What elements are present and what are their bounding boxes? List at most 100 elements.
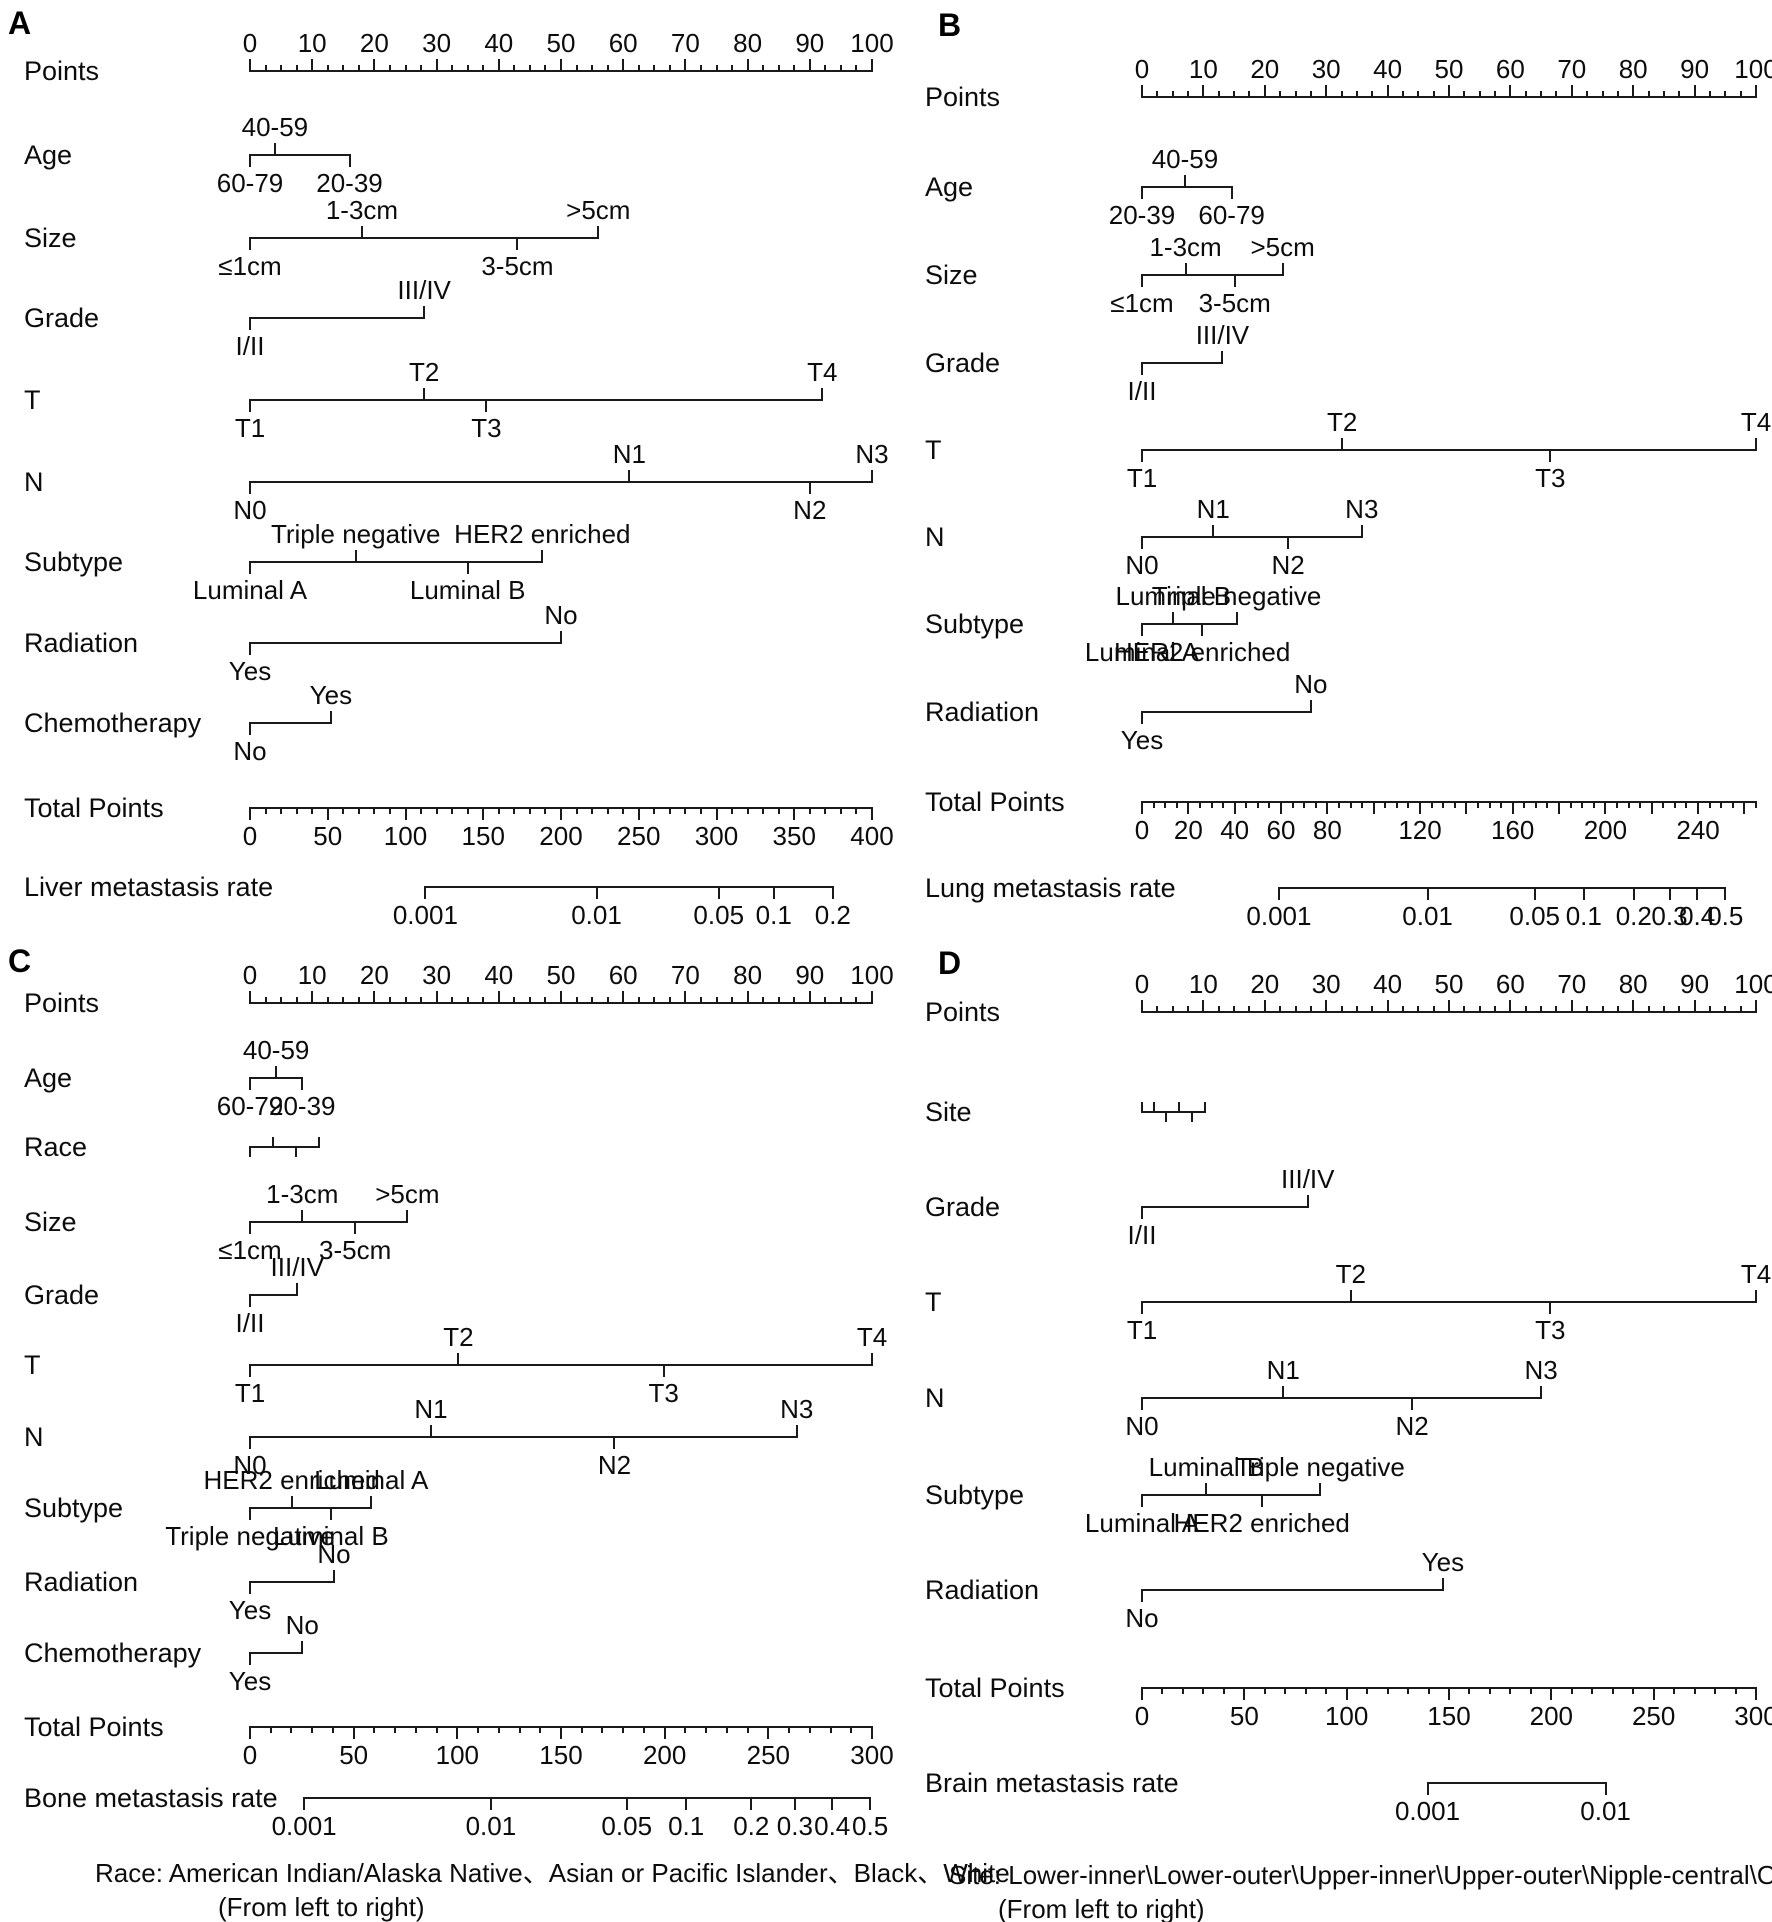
- C-row-label-total-points: Total Points: [24, 1712, 164, 1742]
- B-total-points-tick: [1291, 801, 1294, 808]
- C-points-tick: [544, 997, 547, 1004]
- A-total-points-tick: [264, 807, 267, 814]
- C-age-tick: [275, 1066, 278, 1079]
- A-total-points-tick: [808, 807, 811, 814]
- C-points-tick-label: 0: [242, 960, 258, 990]
- D-radiation-tick: [1441, 1578, 1444, 1591]
- A-n-tick-label: N3: [855, 439, 889, 469]
- B-total-points-tick: [1615, 801, 1618, 808]
- B-points-tick: [1371, 91, 1374, 98]
- C-grade-tick-label: III/IV: [270, 1252, 324, 1282]
- D-total-points-tick: [1550, 1687, 1553, 1700]
- B-row-label-lung-metastasis-rate: Lung metastasis rate: [925, 873, 1176, 903]
- B-total-points-tick: [1500, 801, 1503, 808]
- B-points-tick: [1509, 85, 1512, 98]
- B-lung-metastasis-rate-tick: [1533, 887, 1536, 900]
- B-total-points-tick-label: 160: [1491, 815, 1535, 845]
- C-row-label-subtype: Subtype: [24, 1493, 124, 1523]
- footnote-site-direction: (From left to right): [998, 1894, 1205, 1922]
- A-total-points-tick: [622, 807, 625, 814]
- B-subtype-tick: [1235, 612, 1238, 625]
- A-liver-metastasis-rate-tick-label: 0.1: [755, 900, 792, 930]
- B-lung-metastasis-rate-tick: [1632, 887, 1635, 900]
- A-points-tick: [793, 65, 796, 72]
- D-points-tick: [1141, 1000, 1143, 1013]
- B-lung-metastasis-rate-tick: [1277, 887, 1280, 900]
- B-total-points-tick: [1523, 801, 1526, 808]
- A-n-tick-label: N1: [612, 439, 647, 469]
- D-points-tick: [1662, 1006, 1665, 1013]
- D-n-tick: [1540, 1386, 1543, 1399]
- B-points-tick: [1217, 91, 1220, 98]
- B-points-tick: [1263, 85, 1266, 98]
- D-site-tick: [1191, 1111, 1194, 1122]
- A-total-points-tick: [606, 807, 609, 814]
- D-subtype-tick-label: Luminal A: [1084, 1508, 1200, 1538]
- C-total-points-tick: [497, 1726, 500, 1733]
- D-site-tick: [1203, 1102, 1206, 1113]
- A-points-tick: [762, 65, 765, 72]
- D-points-tick: [1570, 1000, 1573, 1013]
- A-chemotherapy-tick-label: No: [233, 736, 267, 766]
- B-row-label-grade: Grade: [925, 348, 1001, 378]
- A-points-tick: [731, 65, 734, 72]
- C-points-tick: [560, 991, 562, 1004]
- B-total-points-tick-label: 80: [1312, 815, 1342, 845]
- C-n-axis: [250, 1436, 797, 1438]
- C-points-tick: [746, 991, 749, 1004]
- B-total-points-tick: [1164, 801, 1167, 808]
- D-total-points-tick: [1345, 1687, 1348, 1700]
- B-points-tick: [1248, 91, 1251, 98]
- B-lung-metastasis-rate-tick: [1426, 887, 1429, 900]
- C-bone-metastasis-rate-tick-label: 0.3: [776, 1811, 813, 1841]
- C-bone-metastasis-rate-tick-label: 0.5: [852, 1811, 889, 1841]
- C-chemotherapy-tick-label: Yes: [228, 1666, 272, 1696]
- B-total-points-tick: [1256, 801, 1259, 808]
- D-site-tick: [1164, 1111, 1167, 1122]
- C-points-tick-label: 40: [484, 960, 514, 990]
- A-size-tick: [360, 226, 363, 239]
- B-radiation-tick-label: No: [1294, 669, 1328, 699]
- B-total-points-tick: [1233, 801, 1236, 814]
- D-total-points-tick: [1488, 1687, 1491, 1694]
- B-total-points-tick: [1604, 801, 1607, 814]
- D-brain-metastasis-rate-tick-label: 0.01: [1580, 1796, 1631, 1826]
- B-t-tick: [1755, 438, 1757, 451]
- C-n-tick: [613, 1436, 616, 1449]
- A-liver-metastasis-rate-axis: [425, 886, 833, 888]
- A-grade-axis: [250, 317, 425, 319]
- A-grade-tick-label: III/IV: [397, 275, 451, 305]
- D-total-points-tick: [1611, 1687, 1614, 1694]
- C-bone-metastasis-rate-tick: [831, 1797, 834, 1810]
- B-total-points-tick-label: 0: [1134, 815, 1150, 845]
- B-points-tick: [1325, 85, 1328, 98]
- B-total-points-tick: [1476, 801, 1479, 808]
- D-total-points-tick: [1448, 1687, 1450, 1700]
- B-total-points-tick-label: 40: [1220, 815, 1250, 845]
- A-radiation-tick: [560, 631, 562, 644]
- A-total-points-tick: [544, 807, 547, 814]
- B-points-tick: [1171, 91, 1174, 98]
- A-points-tick: [497, 59, 500, 72]
- A-total-points-tick: [731, 807, 734, 814]
- A-n-tick: [249, 481, 251, 494]
- D-radiation-tick-label: No: [1125, 1603, 1159, 1633]
- A-row-label-liver-metastasis-rate: Liver metastasis rate: [24, 872, 274, 902]
- C-age-tick: [249, 1077, 251, 1090]
- C-points-tick: [435, 991, 438, 1004]
- B-points-tick-label: 10: [1188, 54, 1218, 84]
- A-size-axis: [250, 237, 599, 239]
- C-total-points-tick: [518, 1726, 521, 1733]
- C-total-points-tick: [871, 1726, 873, 1739]
- A-points-tick: [777, 65, 780, 72]
- A-total-points-tick: [762, 807, 765, 814]
- B-lung-metastasis-rate-tick-label: 0.001: [1246, 901, 1312, 931]
- B-points-tick: [1448, 85, 1450, 98]
- D-points-tick: [1448, 1000, 1450, 1013]
- A-total-points-tick-label: 300: [694, 821, 739, 851]
- A-points-tick: [420, 65, 423, 72]
- D-total-points-tick: [1714, 1687, 1717, 1694]
- A-row-label-age: Age: [24, 140, 73, 170]
- D-total-points-tick: [1202, 1687, 1205, 1694]
